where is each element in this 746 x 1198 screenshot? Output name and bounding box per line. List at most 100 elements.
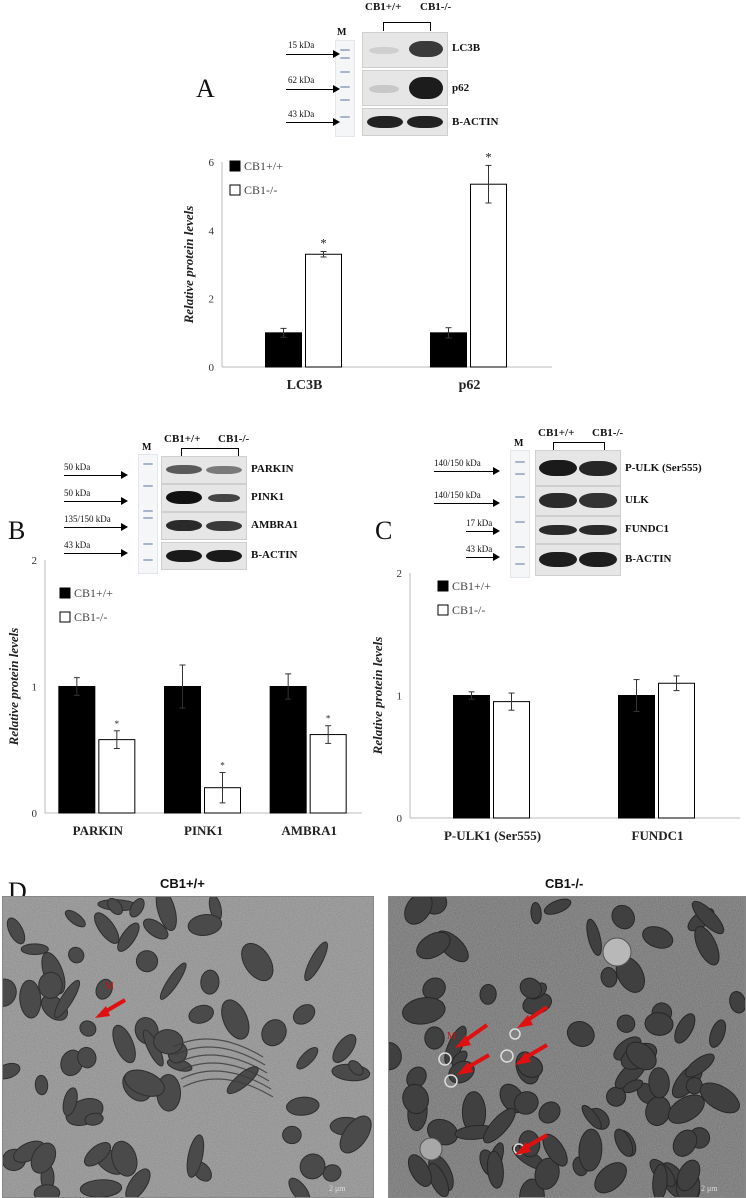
band-wt <box>539 493 577 508</box>
kda-label: 15 kDa <box>288 40 315 50</box>
mitochondrion <box>34 1074 49 1096</box>
mitochondrion <box>38 971 63 999</box>
mitochondrion <box>54 979 81 1019</box>
bar <box>309 734 347 814</box>
x-tick-label: PARKIN <box>73 823 124 838</box>
y-tick-label: 1 <box>397 691 403 703</box>
mitochondrion <box>84 1112 104 1126</box>
y-tick-label: 6 <box>209 157 215 169</box>
mitochondrion <box>486 1150 504 1189</box>
mitochondrion <box>709 1019 727 1048</box>
mitochondrion <box>676 1159 701 1192</box>
significance-mark: * <box>326 714 331 724</box>
kda-label: 62 kDa <box>288 75 315 85</box>
kda-arrow <box>286 85 340 93</box>
mitochondrion <box>95 978 113 1000</box>
red-arrow-icon <box>515 1133 549 1155</box>
mitochondrion <box>672 1129 698 1157</box>
blot-strip-ulk <box>535 486 621 516</box>
bar-chart-b: 0 1 2 Relative protein levels * PARKIN * PINK1 *… <box>6 555 362 838</box>
blot-strip-actin <box>161 542 247 570</box>
mitochondrion <box>292 1004 316 1025</box>
blot-strip-p62 <box>362 70 448 106</box>
em-label-m: M <box>105 981 114 992</box>
legend-label: CB1-/- <box>244 183 277 197</box>
legend-swatch <box>437 604 449 616</box>
kda-label: 50 kDa <box>64 462 91 472</box>
mitochondrion <box>19 979 42 1019</box>
band-wt <box>539 460 577 476</box>
y-tick-label: 0 <box>32 808 38 820</box>
band-ko <box>579 461 617 476</box>
mitochondrion <box>622 1079 644 1094</box>
mitochondrion <box>483 1107 516 1144</box>
band-ko <box>206 521 242 531</box>
mitochondrion <box>614 1128 634 1157</box>
protein-label: P-ULK (Ser555) <box>625 462 702 474</box>
bar <box>58 686 96 814</box>
mitochondrion <box>578 1128 603 1172</box>
mitochondrion <box>694 925 720 966</box>
mitochondrion <box>33 1184 61 1197</box>
panel-label-c: C <box>375 516 393 545</box>
em-label-m: M <box>447 1031 456 1042</box>
mitochondrion <box>125 1168 151 1197</box>
mitochondrion <box>135 950 159 973</box>
scale-bar-label: 2 μm <box>329 1184 346 1193</box>
blot-strip-actin <box>362 108 448 136</box>
mitochondrion <box>129 898 145 918</box>
significance-mark: * <box>220 761 225 771</box>
red-arrow-icon <box>515 1043 549 1065</box>
panel-label-b: B <box>8 516 26 545</box>
bar-chart-c: 0 1 2 Relative protein levels P-ULK1 (Ser555… <box>370 568 740 843</box>
bar <box>493 701 530 819</box>
y-tick-label: 4 <box>209 225 215 237</box>
em-title-ko: CB1-/- <box>545 876 584 891</box>
protein-label: AMBRA1 <box>251 519 299 531</box>
blot-strip-actin <box>535 544 621 576</box>
mitochondrion <box>600 967 618 988</box>
kda-label: 43 kDa <box>64 540 91 550</box>
y-tick-label: 2 <box>397 568 403 580</box>
blot-strip-fundc1 <box>535 516 621 544</box>
band-wt <box>539 525 577 535</box>
mitochondrion <box>424 1026 445 1050</box>
mitochondrion <box>444 1025 467 1065</box>
protein-label: B-ACTIN <box>251 549 298 561</box>
red-arrow-icon <box>95 998 127 1018</box>
protein-label: B-ACTIN <box>625 553 672 565</box>
mitochondrion <box>3 1062 21 1080</box>
scale-bar-label: 2 μm <box>701 1184 718 1193</box>
mitochondrion <box>68 946 85 964</box>
protein-label: FUNDC1 <box>625 523 669 535</box>
protein-label: p62 <box>452 82 470 94</box>
blot-strip-pulk <box>535 450 621 486</box>
bar <box>470 183 507 368</box>
mitochondrion <box>77 1046 97 1069</box>
mitochondrion <box>221 999 250 1040</box>
blot-strip-ambra1 <box>161 512 247 540</box>
band-wt <box>166 465 202 474</box>
band-ko <box>409 41 443 57</box>
protein-label: LC3B <box>452 42 481 54</box>
em-micrograph: M 2 μm <box>3 897 373 1197</box>
mitochondrion <box>402 997 446 1025</box>
protein-label: B-ACTIN <box>452 116 499 128</box>
mitochondrion <box>538 1101 561 1124</box>
legend-swatch <box>59 587 71 599</box>
mitochondrion <box>566 1021 595 1047</box>
red-arrow-icon <box>517 1005 549 1028</box>
mitochondrion <box>107 897 123 916</box>
kda-label: 43 kDa <box>466 544 493 554</box>
mitochondrion <box>155 897 177 932</box>
mitochondrion <box>642 926 674 949</box>
mitochondrion <box>261 1019 287 1047</box>
bar <box>453 695 490 819</box>
protein-label: ULK <box>625 494 649 506</box>
mitochondrion <box>519 1178 545 1197</box>
mitochondrion <box>586 918 602 956</box>
significance-mark: * <box>485 149 492 164</box>
mitochondrion <box>513 1091 539 1115</box>
y-tick-label: 0 <box>397 813 403 825</box>
mitochondrion <box>699 1082 740 1114</box>
